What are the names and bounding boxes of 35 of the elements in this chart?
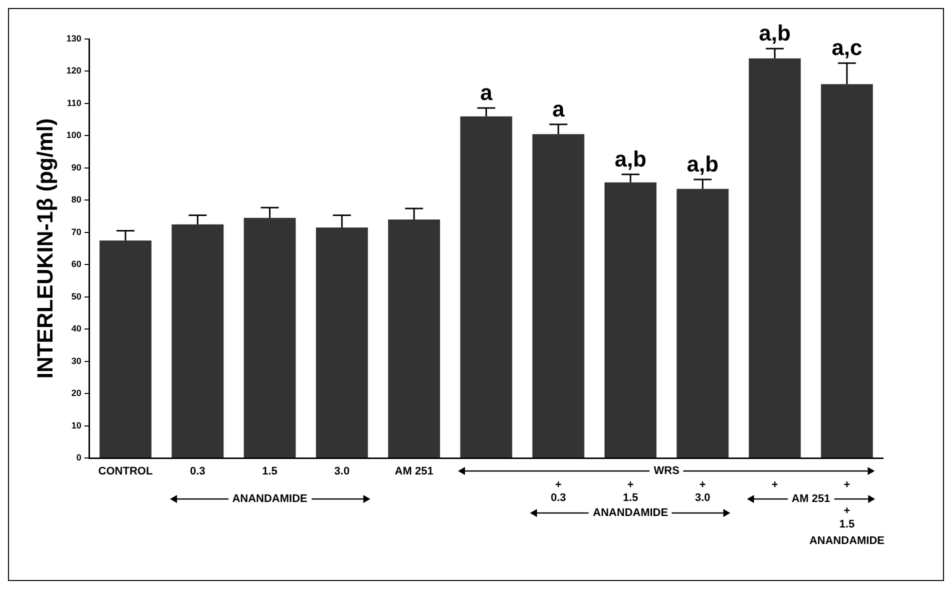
y-tick-label: 110 [66, 98, 82, 108]
data-label: a [552, 96, 566, 122]
text: ANANDAMIDE [232, 493, 308, 506]
y-tick-label: 130 [66, 33, 82, 44]
data-label: a,c [832, 35, 862, 60]
y-tick-label: 60 [71, 259, 82, 270]
y-tick-label: 80 [71, 194, 82, 205]
y-tick-label: 0 [76, 452, 82, 462]
x-tick-label: + 3.0 [694, 478, 710, 504]
x-tick-label: AM 251 [394, 466, 434, 478]
y-tick-label: 120 [66, 66, 82, 76]
x-tick-label: + 1.5 [622, 478, 638, 504]
x-tick-label: + [772, 478, 778, 491]
data-label: a,b [614, 146, 646, 172]
x-tick-label: 0.3 [190, 466, 206, 478]
y-tick-label: 40 [71, 324, 82, 334]
category-label: + + 1.5 [839, 478, 855, 530]
x-tick-label: CONTROL [98, 466, 153, 478]
y-tick-label: 10 [71, 420, 82, 430]
y-tick-label: 20 [71, 388, 82, 398]
y-tick-label: 100 [66, 130, 82, 140]
y-tick-label: 90 [71, 162, 82, 172]
data-label: a [480, 80, 494, 106]
text: WRS [654, 465, 680, 478]
x-tick-label: + 0.3 [550, 478, 566, 504]
text: ANANDAMIDE [809, 535, 885, 548]
y-tick-label: 30 [71, 356, 82, 366]
y-tick-label: 70 [71, 226, 82, 237]
x-tick-label: 1.5 [262, 466, 278, 478]
data-label: a,b [686, 152, 719, 177]
data-label: a,b [758, 20, 791, 46]
y-axis-title: INTERLEUKIN-1β (pg/ml) [32, 118, 58, 379]
y-tick-label: 50 [71, 291, 82, 302]
x-tick-label: 3.0 [334, 466, 350, 478]
text: ANANDAMIDE [592, 507, 668, 520]
